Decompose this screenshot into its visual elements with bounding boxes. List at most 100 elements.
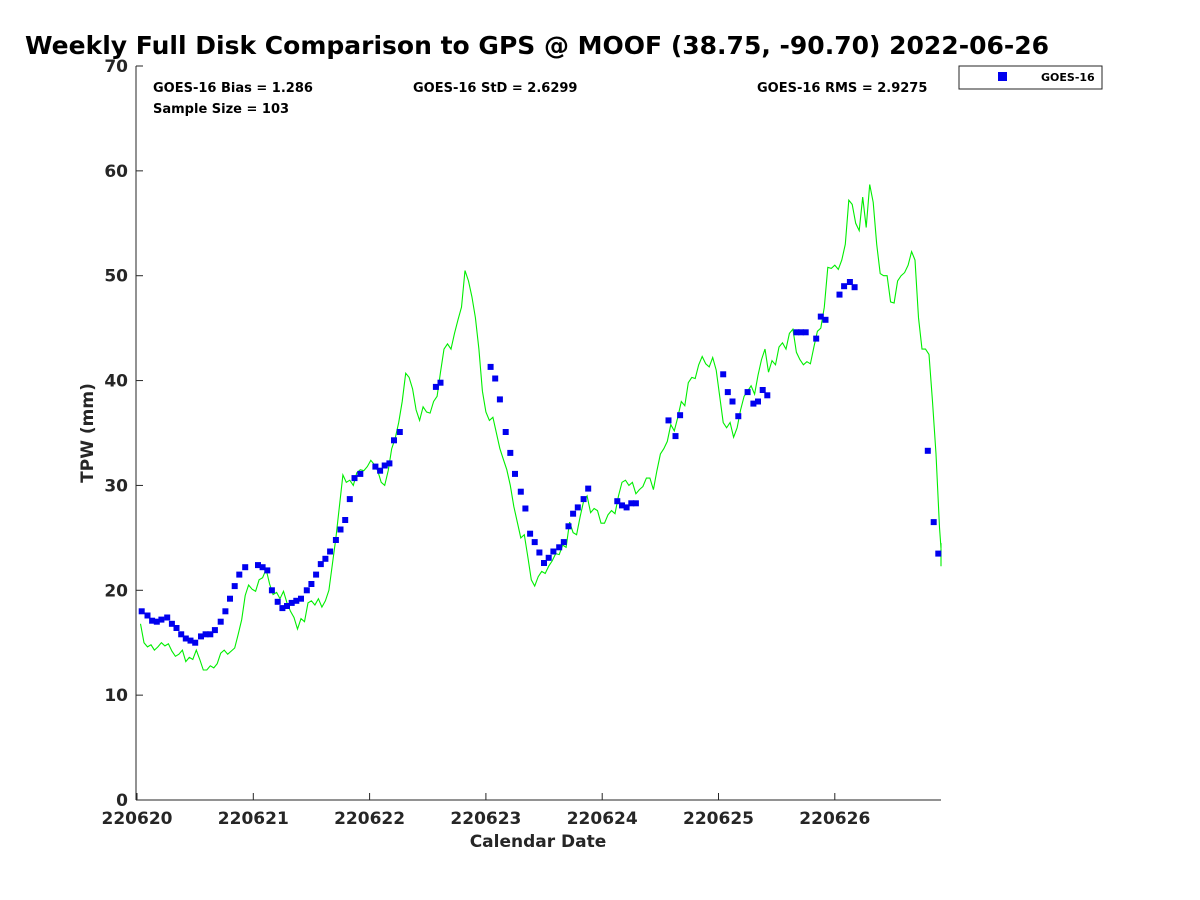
data-point xyxy=(211,627,218,634)
data-point xyxy=(628,500,635,507)
x-tick-label: 220620 xyxy=(102,809,173,829)
gps-line xyxy=(139,184,942,671)
data-point xyxy=(665,417,672,424)
data-point xyxy=(182,635,189,642)
y-tick-label: 20 xyxy=(104,581,128,601)
data-point xyxy=(798,329,805,336)
data-point xyxy=(517,488,524,495)
legend: GOES-16 xyxy=(958,65,1103,90)
data-point xyxy=(550,548,557,555)
data-point xyxy=(764,392,771,399)
data-point xyxy=(492,375,499,382)
data-point xyxy=(351,475,358,482)
data-point xyxy=(432,383,439,390)
x-tick-label: 220625 xyxy=(683,809,754,829)
data-point xyxy=(346,496,353,503)
data-point xyxy=(198,633,204,640)
data-point xyxy=(144,612,151,619)
data-point xyxy=(372,463,379,470)
y-tick-label: 40 xyxy=(104,372,128,392)
data-point xyxy=(817,313,824,320)
data-point xyxy=(332,537,339,543)
data-point xyxy=(217,618,224,625)
data-point xyxy=(327,548,334,555)
data-point xyxy=(255,562,261,569)
data-point xyxy=(507,449,514,456)
x-tick-label: 220621 xyxy=(218,809,289,829)
data-point xyxy=(759,387,766,393)
data-point xyxy=(541,560,547,566)
data-point xyxy=(274,598,281,605)
data-point xyxy=(724,389,731,396)
data-point xyxy=(357,470,364,477)
data-point xyxy=(313,571,320,578)
x-tick-label: 220623 xyxy=(450,809,521,829)
data-point xyxy=(293,597,300,604)
bias-stat: GOES-16 Bias = 1.286 xyxy=(153,81,313,96)
data-point xyxy=(930,519,937,526)
data-point xyxy=(381,462,388,469)
data-point xyxy=(288,599,295,606)
x-tick-label: 220624 xyxy=(567,809,638,829)
data-point xyxy=(317,561,324,568)
data-point xyxy=(264,567,271,574)
data-point xyxy=(231,583,238,590)
y-tick-label: 30 xyxy=(104,476,128,496)
data-point xyxy=(259,564,266,571)
data-point xyxy=(386,460,393,467)
data-point xyxy=(585,485,592,492)
data-point xyxy=(268,587,275,594)
data-point xyxy=(178,631,185,638)
y-tick-label: 10 xyxy=(104,686,128,706)
data-point xyxy=(560,539,567,546)
data-point xyxy=(623,504,630,511)
data-point xyxy=(565,523,572,530)
data-point xyxy=(846,279,853,285)
data-point xyxy=(337,526,344,533)
data-point xyxy=(496,396,503,403)
data-point xyxy=(377,467,384,474)
legend-marker xyxy=(998,72,1007,81)
x-tick-label: 220626 xyxy=(799,809,870,829)
data-point xyxy=(342,517,349,523)
data-point xyxy=(149,617,156,624)
data-point xyxy=(851,284,858,291)
data-point xyxy=(813,335,820,342)
data-point xyxy=(192,639,199,646)
data-point xyxy=(672,433,679,440)
data-point xyxy=(755,398,761,405)
data-point xyxy=(391,437,397,444)
data-point xyxy=(308,581,315,587)
data-point xyxy=(802,329,809,336)
data-point xyxy=(236,571,243,578)
data-point xyxy=(502,429,509,435)
rms-stat: GOES-16 RMS = 2.9275 xyxy=(757,81,927,96)
plot-area: 0 10 20 30 40 50 60 70 220620 220621 220622 220623 2… xyxy=(102,57,942,829)
data-point xyxy=(836,291,843,298)
data-point xyxy=(522,505,529,512)
data-point xyxy=(153,618,160,625)
data-point xyxy=(298,595,304,602)
sample-size-stat: Sample Size = 103 xyxy=(153,102,289,117)
data-point xyxy=(207,631,214,638)
data-point xyxy=(744,389,751,396)
data-point xyxy=(750,400,757,407)
legend-box xyxy=(958,65,1103,90)
data-point xyxy=(556,544,563,551)
data-point xyxy=(536,549,543,556)
data-point xyxy=(164,614,171,621)
data-point xyxy=(187,637,194,644)
data-point xyxy=(570,510,577,517)
data-point xyxy=(396,429,403,435)
data-point xyxy=(531,539,538,546)
data-point xyxy=(580,496,587,503)
data-point xyxy=(729,398,736,405)
y-tick-label: 0 xyxy=(116,791,128,811)
data-point xyxy=(322,555,329,562)
data-point xyxy=(841,283,848,290)
data-point xyxy=(303,587,310,594)
data-point xyxy=(545,554,552,561)
legend-label-goes16: GOES-16 xyxy=(1041,71,1095,84)
std-stat: GOES-16 StD = 2.6299 xyxy=(413,81,577,96)
